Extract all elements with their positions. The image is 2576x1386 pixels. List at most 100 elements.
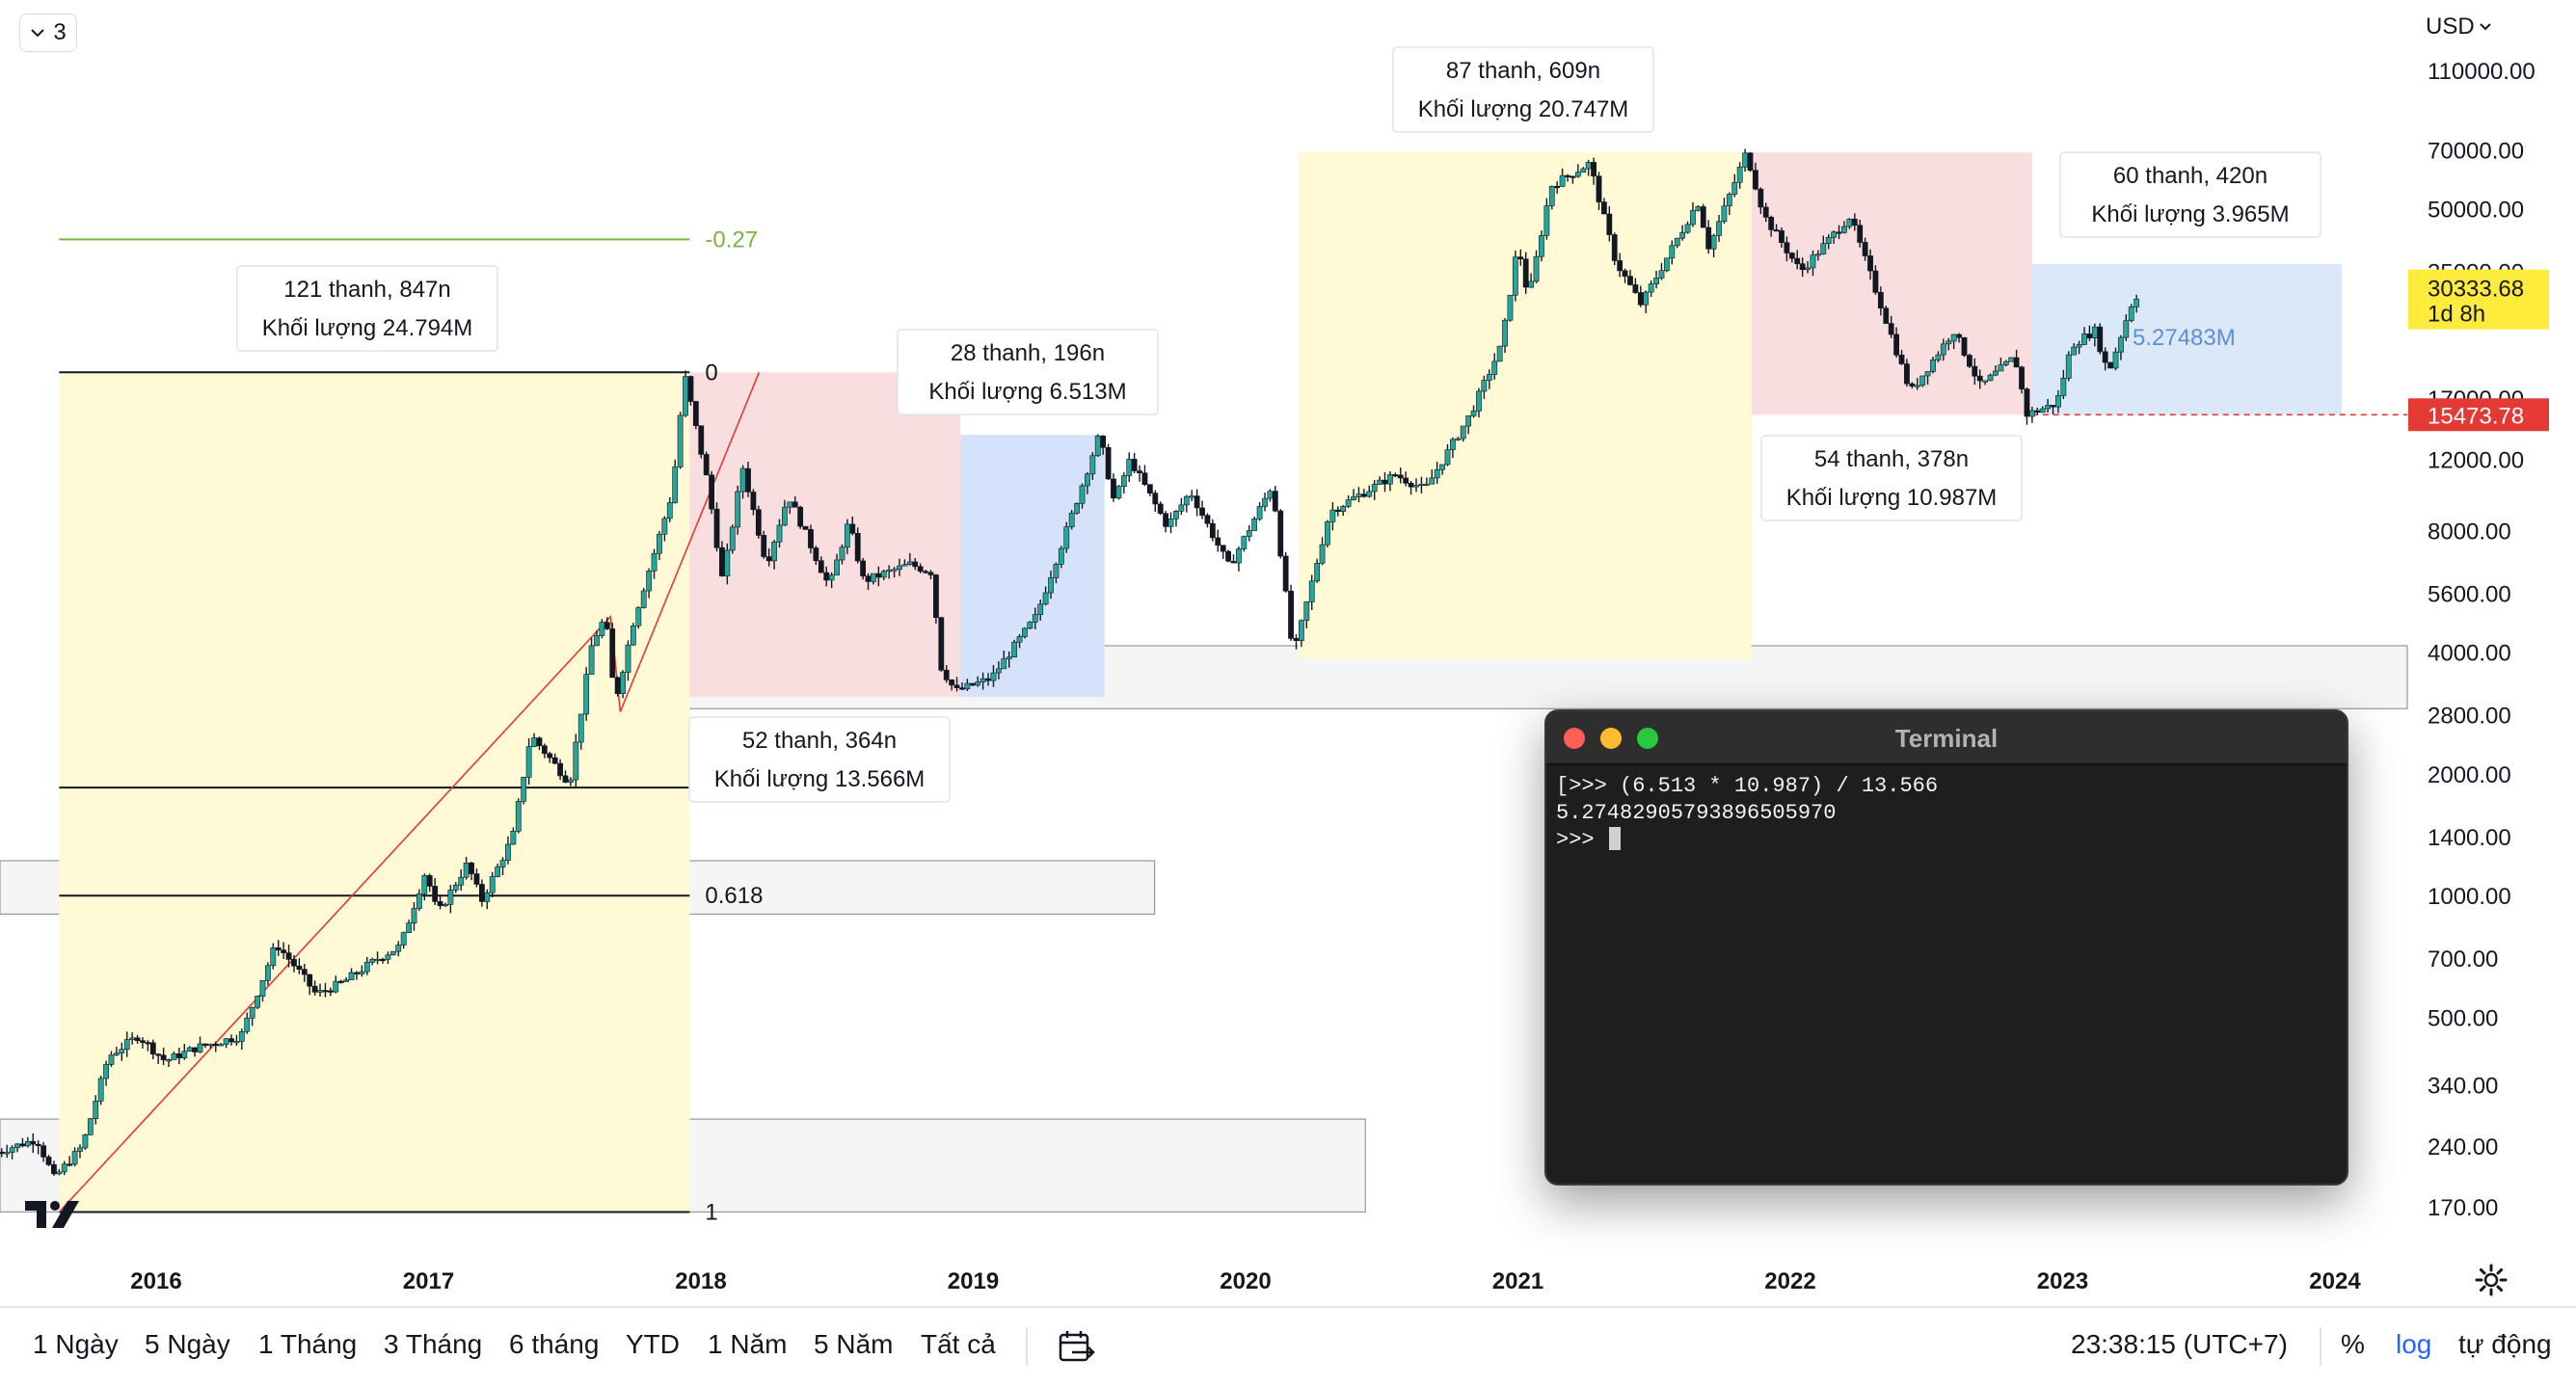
candle-body: [577, 713, 584, 743]
terminal-window[interactable]: Terminal [>>> (6.513 * 10.987) / 13.566 …: [1544, 709, 2348, 1186]
range-box: [960, 435, 1105, 698]
candle-body: [2065, 354, 2072, 379]
candle-body: [1747, 152, 1754, 171]
tradingview-logo-icon[interactable]: [25, 1195, 87, 1230]
candle-body: [923, 571, 928, 573]
calendar-goto-icon[interactable]: [1057, 1329, 1095, 1364]
candle: [1972, 358, 1978, 386]
candle-body: [228, 1038, 234, 1043]
range-ytd-button[interactable]: YTD: [626, 1329, 680, 1359]
candle: [1512, 250, 1518, 302]
candle-body: [1574, 172, 1581, 177]
candle: [1434, 462, 1440, 484]
terminal-titlebar[interactable]: Terminal: [1546, 711, 2347, 765]
range-6m-button[interactable]: 6 tháng: [509, 1329, 600, 1359]
currency-select[interactable]: USD: [2426, 12, 2503, 42]
range-3m-button[interactable]: 3 Tháng: [384, 1329, 483, 1359]
candle-body: [1100, 435, 1107, 448]
range-bars-label: 87 thanh, 609n: [1446, 58, 1600, 84]
terminal-output[interactable]: [>>> (6.513 * 10.987) / 13.566 5.2748290…: [1546, 765, 2347, 854]
range-info-box: 54 thanh, 378n Khối lượng 10.987M: [1760, 435, 2023, 521]
layout-dropdown[interactable]: 3: [19, 13, 77, 52]
percent-scale-toggle[interactable]: %: [2341, 1329, 2365, 1359]
auto-scale-toggle[interactable]: tự động: [2458, 1329, 2552, 1359]
candle-body: [630, 625, 636, 646]
range-5d-button[interactable]: 5 Ngày: [145, 1329, 230, 1359]
candle: [1131, 452, 1138, 474]
range-all-button[interactable]: Tất cả: [921, 1329, 996, 1359]
candle: [249, 1006, 255, 1026]
candle-body: [949, 680, 955, 686]
minimize-window-button[interactable]: [1600, 728, 1622, 749]
clock-timezone[interactable]: 23:38:15 (UTC+7): [2071, 1329, 2288, 1359]
candle: [1883, 306, 1890, 325]
toolbar-divider: [2320, 1327, 2321, 1366]
candle-body: [1340, 506, 1347, 512]
candle-body: [265, 965, 271, 981]
candle: [4, 1144, 11, 1159]
range-1d-button[interactable]: 1 Ngày: [33, 1329, 119, 1359]
layout-count: 3: [53, 19, 67, 45]
candle-body: [1085, 473, 1090, 487]
candle-body: [2128, 307, 2134, 321]
candle-body: [886, 570, 893, 573]
trendline: [58, 371, 761, 1213]
candle: [400, 931, 407, 949]
candle: [1079, 483, 1086, 509]
candle: [1982, 380, 1989, 386]
candle-body: [207, 1043, 214, 1047]
candle: [1476, 387, 1482, 418]
candle: [311, 980, 318, 996]
candle: [525, 737, 532, 785]
maximize-window-button[interactable]: [1637, 728, 1658, 749]
candle-body: [197, 1043, 203, 1053]
settings-gear-icon[interactable]: [2474, 1263, 2509, 1297]
candle-body: [1857, 225, 1864, 243]
candle-body: [1429, 477, 1436, 485]
candle-body: [1476, 390, 1482, 412]
range-1y-button[interactable]: 1 Năm: [708, 1329, 788, 1359]
terminal-line-prompt[interactable]: >>>: [1556, 827, 2337, 854]
candle: [140, 1037, 146, 1049]
close-window-button[interactable]: [1564, 728, 1585, 749]
candle-body: [1048, 577, 1054, 594]
candle: [1225, 549, 1231, 563]
candle: [1528, 273, 1535, 288]
candle: [1857, 219, 1864, 248]
candle-body: [614, 677, 621, 695]
candle-body: [499, 860, 506, 867]
candle: [1684, 221, 1691, 234]
log-scale-toggle[interactable]: log: [2396, 1329, 2432, 1359]
candle-body: [953, 684, 960, 688]
candle-body: [411, 908, 417, 923]
candle: [1230, 554, 1237, 564]
candle-body: [333, 980, 339, 993]
candle-body: [35, 1143, 41, 1146]
candle-body: [604, 622, 610, 629]
candle: [834, 553, 840, 575]
candle-body: [844, 523, 850, 548]
candle: [275, 940, 282, 956]
current-price-background: [2408, 269, 2549, 330]
candle-body: [1413, 485, 1419, 488]
candle-body: [755, 509, 762, 536]
candle: [541, 743, 548, 759]
text-cursor: [1608, 827, 1621, 850]
candle: [281, 942, 287, 959]
candle: [1976, 369, 1983, 389]
candle: [1167, 512, 1174, 534]
candle-body: [2107, 361, 2113, 369]
candle-body: [828, 574, 835, 581]
candle-body: [363, 961, 370, 973]
range-1m-button[interactable]: 1 Tháng: [258, 1329, 358, 1359]
range-box: [1751, 151, 2032, 415]
candle: [781, 499, 788, 526]
candle-body: [1705, 227, 1712, 250]
candle-body: [1554, 185, 1561, 189]
range-5y-button[interactable]: 5 Năm: [814, 1329, 894, 1359]
candle-body: [1753, 170, 1758, 190]
candle-body: [1382, 479, 1388, 485]
candle: [61, 1160, 67, 1176]
